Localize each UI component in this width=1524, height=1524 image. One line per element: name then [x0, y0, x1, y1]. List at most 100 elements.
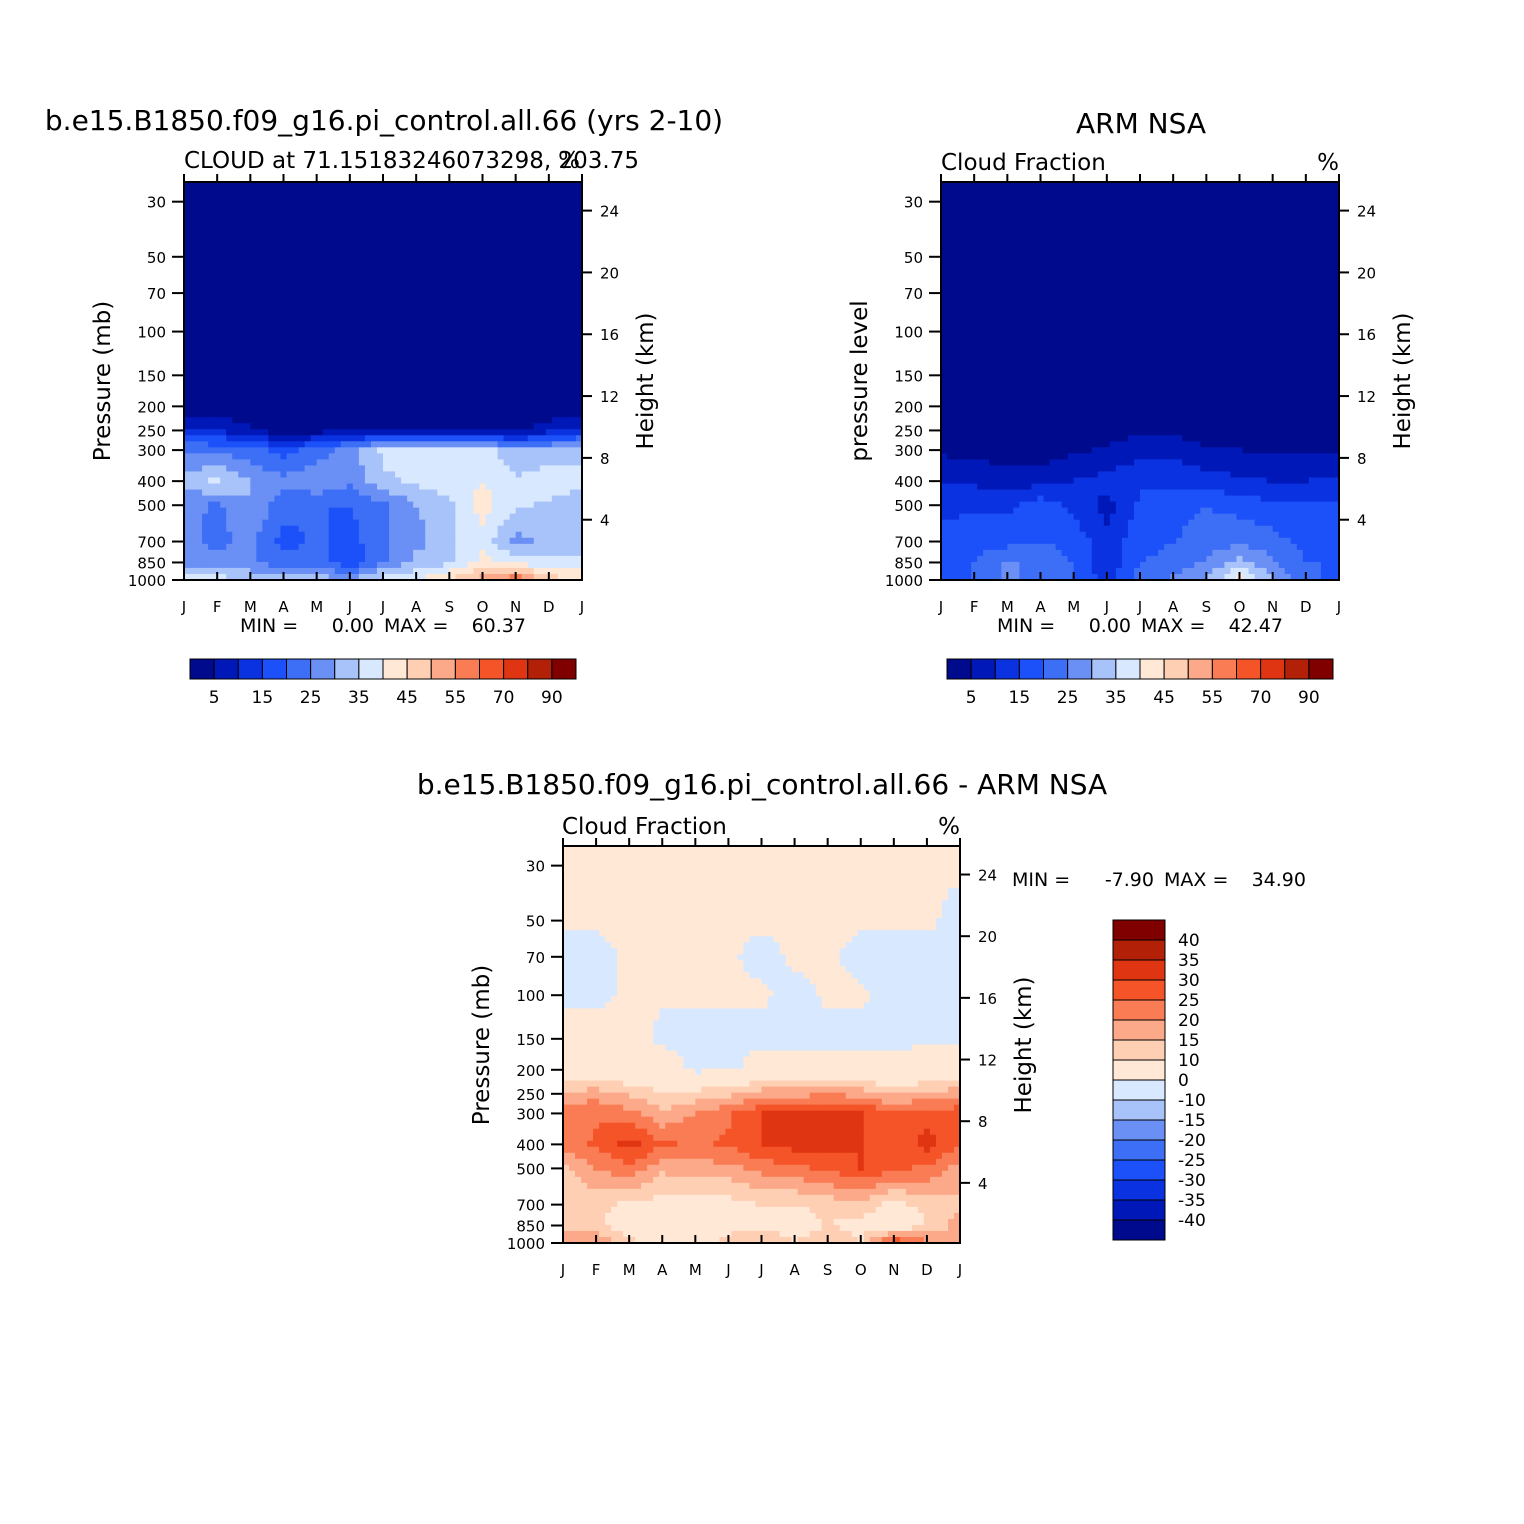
contour-cell	[334, 374, 342, 382]
contour-cell	[202, 332, 209, 340]
contour-cell	[491, 242, 499, 249]
contour-cell	[419, 567, 426, 575]
contour-cell	[1109, 194, 1117, 201]
contour-cell	[473, 368, 481, 376]
contour-cell	[1290, 212, 1298, 219]
contour-cell	[551, 254, 559, 261]
contour-cell	[983, 194, 990, 201]
contour-cell	[328, 194, 336, 201]
contour-cell	[989, 200, 996, 207]
contour-cell	[184, 272, 191, 280]
contour-cell	[280, 254, 288, 261]
contour-cell	[196, 417, 203, 424]
contour-cell	[545, 405, 553, 412]
contour-cell	[286, 507, 294, 515]
contour-cell	[214, 441, 221, 448]
contour-cell	[545, 507, 553, 515]
contour-cell	[232, 459, 239, 467]
contour-cell	[238, 561, 245, 569]
contour-cell	[370, 495, 378, 503]
contour-cell	[340, 278, 348, 286]
contour-cell	[419, 350, 426, 358]
contour-cell	[190, 381, 197, 388]
contour-cell	[370, 549, 378, 557]
contour-cell	[455, 284, 462, 292]
contour-cell	[370, 266, 378, 274]
contour-cell	[467, 561, 475, 569]
contour-cell	[322, 254, 330, 261]
contour-cell	[334, 320, 342, 328]
contour-cell	[202, 272, 209, 280]
contour-cell	[479, 230, 487, 237]
contour-cell	[425, 362, 432, 370]
contour-cell	[425, 393, 432, 400]
contour-cell	[250, 308, 257, 316]
contour-cell	[425, 423, 432, 430]
contour-cell	[467, 254, 475, 261]
contour-cell	[298, 549, 306, 557]
contour-cell	[941, 200, 948, 207]
contour-cell	[1146, 212, 1153, 219]
contour-cell	[473, 465, 481, 473]
contour-cell	[364, 296, 372, 304]
contour-cell	[256, 381, 263, 388]
y-tick-label: 70	[147, 285, 166, 303]
contour-cell	[244, 423, 251, 430]
contour-cell	[274, 314, 282, 322]
contour-cell	[232, 381, 239, 388]
contour-cell	[539, 200, 547, 207]
contour-cell	[383, 362, 390, 370]
contour-cell	[316, 399, 324, 406]
contour-cell	[515, 411, 523, 418]
contour-cell	[1296, 206, 1304, 213]
contour-cell	[346, 230, 354, 237]
contour-cell	[533, 471, 541, 479]
contour-cell	[509, 200, 517, 207]
contour-cell	[292, 194, 300, 201]
contour-cell	[569, 218, 577, 225]
contour-cell	[214, 435, 221, 442]
contour-cell	[953, 200, 960, 207]
contour-cell	[190, 555, 197, 563]
contour-cell	[268, 308, 276, 316]
contour-cell	[977, 188, 984, 195]
contour-cell	[545, 417, 553, 424]
contour-cell	[575, 381, 583, 388]
contour-cell	[358, 260, 366, 268]
contour-cell	[286, 567, 294, 575]
contour-cell	[310, 218, 318, 225]
contour-cell	[509, 194, 517, 201]
contour-cell	[383, 356, 390, 364]
contour-cell	[461, 417, 469, 424]
contour-cell	[1164, 218, 1171, 225]
contour-cell	[473, 513, 481, 521]
contour-cell	[346, 459, 354, 467]
contour-cell	[328, 501, 336, 509]
contour-cell	[268, 374, 276, 382]
contour-cell	[1326, 200, 1334, 207]
contour-cell	[569, 555, 577, 563]
contour-cell	[358, 368, 366, 376]
contour-cell	[431, 242, 438, 249]
contour-cell	[250, 302, 257, 310]
contour-cell	[491, 296, 499, 304]
contour-cell	[389, 387, 396, 394]
contour-cell	[184, 465, 191, 473]
colorbar-swatch	[213, 658, 239, 680]
contour-cell	[226, 344, 233, 352]
contour-cell	[485, 224, 493, 231]
contour-cell	[244, 350, 251, 358]
contour-cell	[425, 236, 432, 243]
contour-cell	[1019, 200, 1027, 207]
contour-cell	[310, 230, 318, 237]
contour-cell	[491, 387, 499, 394]
x-tick-label: D	[543, 598, 555, 616]
contour-cell	[467, 483, 475, 491]
contour-cell	[971, 206, 978, 213]
contour-cell	[389, 200, 396, 207]
contour-cell	[485, 302, 493, 310]
contour-cell	[575, 320, 583, 328]
contour-cell	[467, 387, 475, 394]
contour-cell	[509, 320, 517, 328]
contour-cell	[280, 561, 288, 569]
